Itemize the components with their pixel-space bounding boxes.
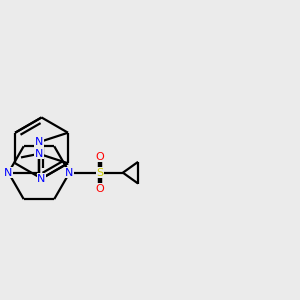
Text: O: O (96, 184, 104, 194)
Text: N: N (4, 168, 13, 178)
Text: N: N (35, 137, 43, 147)
Text: O: O (96, 152, 104, 162)
Text: S: S (96, 168, 103, 178)
Text: N: N (65, 168, 74, 178)
Text: N: N (38, 173, 46, 184)
Text: N: N (35, 149, 43, 159)
